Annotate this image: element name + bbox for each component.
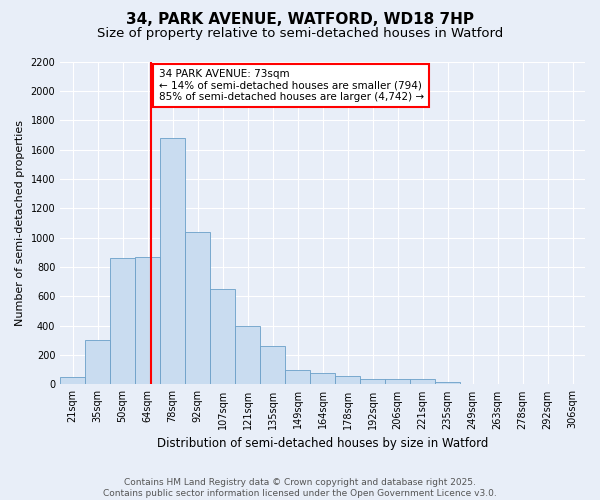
- Text: 34, PARK AVENUE, WATFORD, WD18 7HP: 34, PARK AVENUE, WATFORD, WD18 7HP: [126, 12, 474, 28]
- Bar: [160, 138, 185, 384]
- Bar: [260, 346, 285, 385]
- Bar: [60, 377, 85, 384]
- Bar: [410, 378, 435, 384]
- Y-axis label: Number of semi-detached properties: Number of semi-detached properties: [15, 120, 25, 326]
- Bar: [185, 232, 210, 384]
- Bar: [235, 326, 260, 384]
- X-axis label: Distribution of semi-detached houses by size in Watford: Distribution of semi-detached houses by …: [157, 437, 488, 450]
- Text: Size of property relative to semi-detached houses in Watford: Size of property relative to semi-detach…: [97, 28, 503, 40]
- Text: 34 PARK AVENUE: 73sqm
← 14% of semi-detached houses are smaller (794)
85% of sem: 34 PARK AVENUE: 73sqm ← 14% of semi-deta…: [159, 69, 424, 102]
- Bar: [435, 382, 460, 384]
- Bar: [110, 258, 135, 384]
- Bar: [135, 256, 160, 384]
- Bar: [85, 340, 110, 384]
- Bar: [385, 378, 410, 384]
- Text: Contains HM Land Registry data © Crown copyright and database right 2025.
Contai: Contains HM Land Registry data © Crown c…: [103, 478, 497, 498]
- Bar: [210, 289, 235, 384]
- Bar: [360, 378, 385, 384]
- Bar: [285, 370, 310, 384]
- Bar: [335, 376, 360, 384]
- Bar: [310, 372, 335, 384]
